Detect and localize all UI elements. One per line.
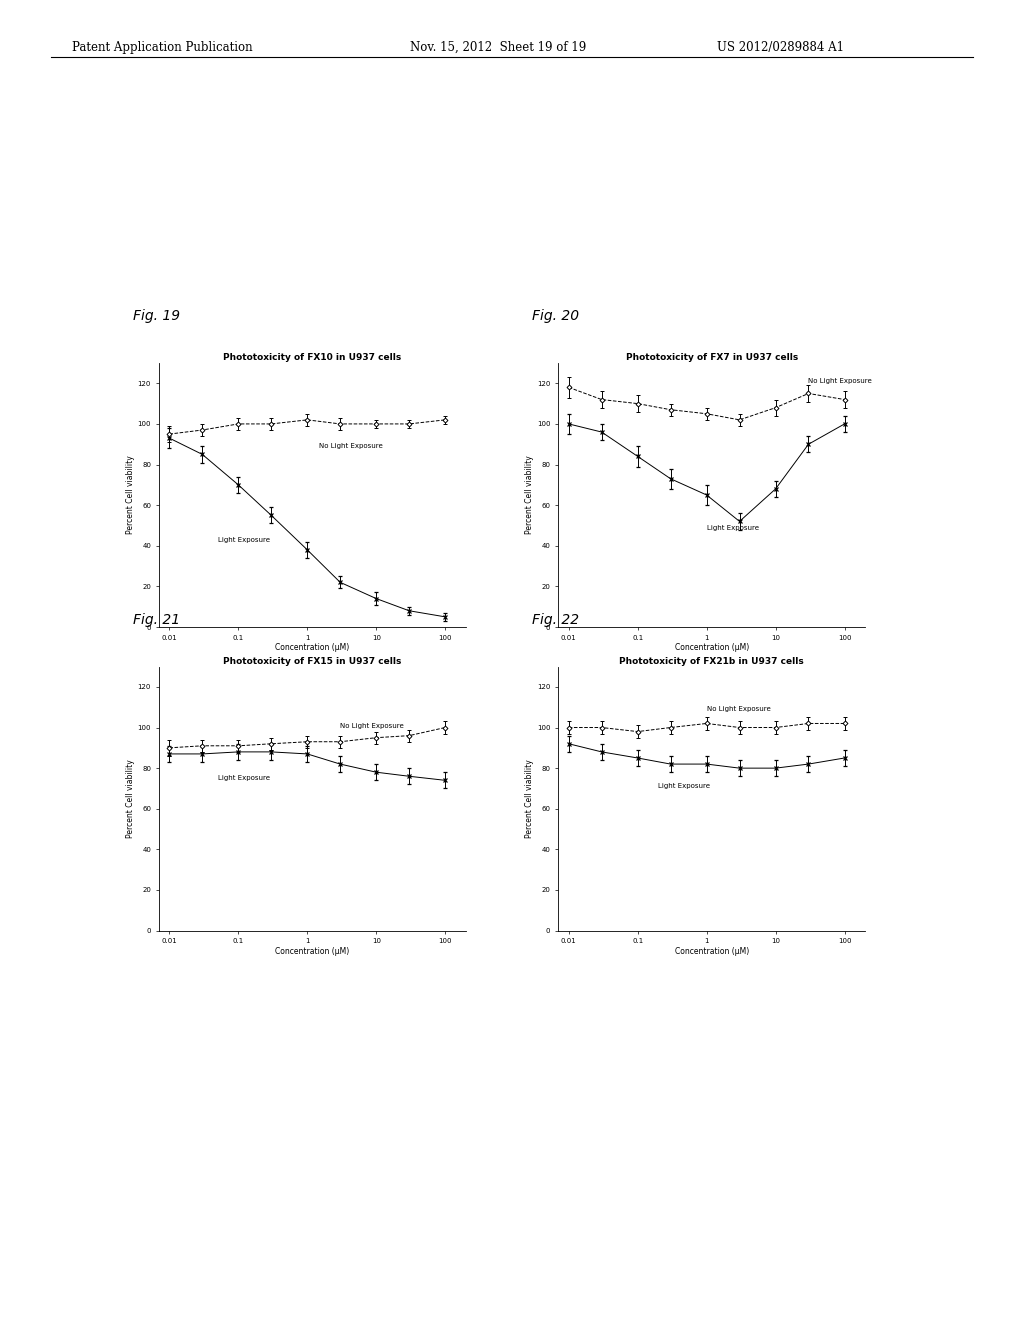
Text: Fig. 19: Fig. 19	[133, 309, 180, 323]
Title: Phototoxicity of FX7 in U937 cells: Phototoxicity of FX7 in U937 cells	[626, 354, 798, 362]
Text: Fig. 21: Fig. 21	[133, 612, 180, 627]
Y-axis label: Percent Cell viability: Percent Cell viability	[126, 759, 135, 838]
X-axis label: Concentration (μM): Concentration (μM)	[675, 946, 749, 956]
Text: Light Exposure: Light Exposure	[658, 784, 711, 789]
X-axis label: Concentration (μM): Concentration (μM)	[275, 643, 349, 652]
Title: Phototoxicity of FX21b in U937 cells: Phototoxicity of FX21b in U937 cells	[620, 657, 804, 665]
Text: No Light Exposure: No Light Exposure	[340, 722, 403, 729]
X-axis label: Concentration (μM): Concentration (μM)	[675, 643, 749, 652]
Title: Phototoxicity of FX15 in U937 cells: Phototoxicity of FX15 in U937 cells	[223, 657, 401, 665]
Text: No Light Exposure: No Light Exposure	[319, 444, 383, 449]
X-axis label: Concentration (μM): Concentration (μM)	[275, 946, 349, 956]
Text: US 2012/0289884 A1: US 2012/0289884 A1	[717, 41, 844, 54]
Text: Light Exposure: Light Exposure	[707, 524, 759, 531]
Text: Nov. 15, 2012  Sheet 19 of 19: Nov. 15, 2012 Sheet 19 of 19	[410, 41, 586, 54]
Text: Fig. 20: Fig. 20	[532, 309, 580, 323]
Text: Light Exposure: Light Exposure	[217, 775, 269, 781]
Text: Light Exposure: Light Exposure	[217, 537, 269, 543]
Text: No Light Exposure: No Light Exposure	[707, 706, 770, 713]
Text: Patent Application Publication: Patent Application Publication	[72, 41, 252, 54]
Title: Phototoxicity of FX10 in U937 cells: Phototoxicity of FX10 in U937 cells	[223, 354, 401, 362]
Y-axis label: Percent Cell viability: Percent Cell viability	[525, 455, 535, 535]
Y-axis label: Percent Cell viability: Percent Cell viability	[126, 455, 135, 535]
Text: Fig. 22: Fig. 22	[532, 612, 580, 627]
Y-axis label: Percent Cell viability: Percent Cell viability	[525, 759, 535, 838]
Text: No Light Exposure: No Light Exposure	[809, 379, 872, 384]
